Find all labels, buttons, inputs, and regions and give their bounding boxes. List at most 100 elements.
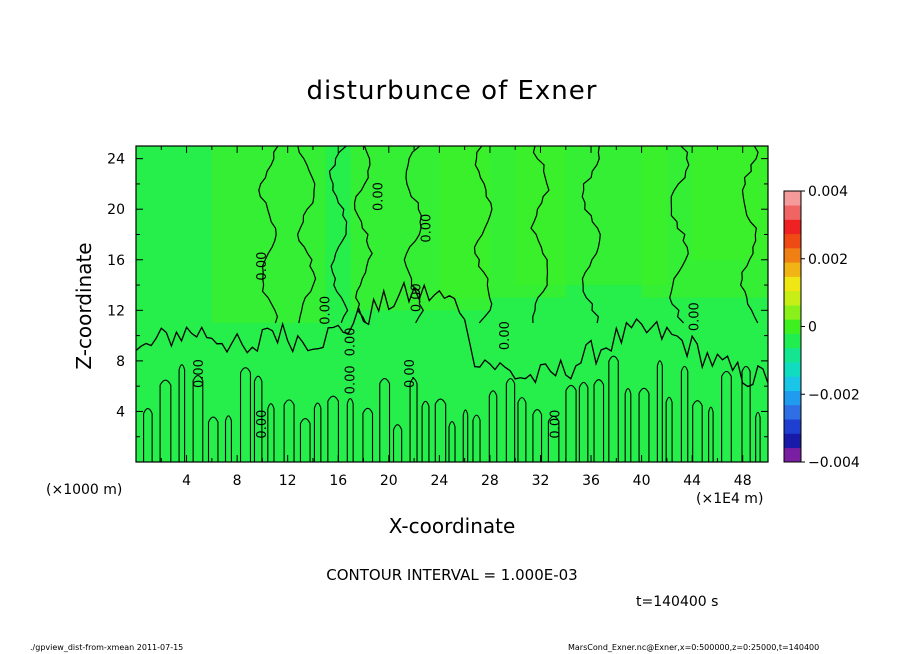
contour-line (505, 378, 516, 462)
contour-line (530, 146, 550, 323)
x-tick-label: 12 (279, 473, 297, 489)
contour-label: 0.00 (255, 252, 270, 281)
colorbar-tick-label: −0.002 (808, 387, 860, 403)
colorbar-segment (784, 362, 801, 377)
contour-line (578, 381, 589, 462)
x-tick-label: 28 (481, 473, 499, 489)
y-axis-unit: (×1000 m) (46, 482, 123, 498)
contour-label: 0.00 (344, 327, 359, 356)
contour-line (656, 360, 663, 462)
contour-line (680, 365, 689, 462)
contour-line (721, 370, 732, 462)
contour-label: 0.00 (420, 214, 435, 243)
contour-label: 0.00 (371, 182, 386, 211)
x-axis: 4 8 12 16 20 24 28 32 36 40 44 48 (160, 146, 752, 489)
colorbar-segment (784, 404, 801, 420)
x-tick-label: 20 (380, 473, 398, 489)
contour-label: 0.00 (192, 359, 207, 388)
contour-line (593, 379, 605, 462)
colorbar-segment (784, 305, 801, 320)
contour-line (638, 387, 650, 462)
x-axis-unit: (×1E4 m) (696, 491, 764, 507)
colorbar-segment (784, 319, 801, 334)
contour-line (346, 398, 354, 462)
colorbar-segment (784, 191, 801, 206)
contour-line (547, 415, 560, 462)
colorbar-segment (784, 205, 801, 220)
contour-line (665, 396, 673, 462)
footer-left: ./gpview_dist-from-xmean 2011-07-15 (30, 643, 184, 652)
y-tick-label: 24 (107, 152, 125, 168)
y-tick-label: 12 (107, 303, 125, 319)
contour-label: 0.00 (318, 296, 333, 325)
contour-line (448, 421, 456, 462)
x-tick-label: 32 (532, 473, 550, 489)
x-tick-label: 48 (734, 473, 752, 489)
contour-line (253, 375, 263, 462)
contour-line (669, 146, 690, 324)
colorbar-segment (784, 219, 801, 235)
y-axis: 4 8 12 16 20 24 (107, 152, 768, 438)
y-tick-label: 16 (107, 253, 125, 269)
contour-label: 0.00 (344, 365, 359, 394)
contour-line (328, 146, 349, 324)
colorbar-tick-label: 0 (808, 320, 817, 336)
contour-line (403, 146, 424, 324)
contour-line (192, 375, 204, 462)
colorbar-segment (784, 262, 801, 277)
contour-line (353, 146, 373, 324)
contour-line (267, 403, 275, 462)
contour-line (421, 400, 430, 462)
colorbar-tick-label: 0.002 (808, 252, 848, 268)
contour-label: 0.00 (548, 410, 563, 439)
x-tick-label: 36 (582, 473, 600, 489)
contour-line (488, 390, 498, 462)
x-tick-label: 40 (633, 473, 651, 489)
colorbar-tick-label: 0.004 (808, 184, 848, 200)
contour-line (362, 407, 374, 462)
contour-line (532, 409, 543, 462)
contour-line (741, 365, 751, 462)
x-tick-label: 24 (430, 473, 448, 489)
contour-line (462, 409, 469, 462)
field-patch (692, 146, 768, 260)
contour-line (283, 399, 295, 462)
y-tick-label: 8 (116, 354, 125, 370)
y-axis-label: Z-coordinate (72, 242, 96, 370)
x-tick-label: 8 (233, 473, 242, 489)
plot-frame (135, 145, 769, 463)
colorbar-segment (784, 433, 801, 449)
contour-line (239, 367, 252, 462)
contour-line (258, 146, 279, 324)
colorbar-segment (784, 290, 801, 306)
contour-label: 0.00 (403, 359, 418, 388)
plot-area: 0.00 0.00 0.00 0.00 0.00 0.00 0.00 0.00 0.00 0.00… (135, 145, 769, 463)
contour-line (472, 414, 481, 462)
colorbar-segment (784, 447, 801, 463)
contour-line (327, 395, 339, 462)
contour-line (692, 400, 703, 462)
chart-title: disturbunce of Exner (306, 76, 598, 106)
contour-line (143, 408, 153, 462)
contour-label: 0.00 (409, 283, 424, 312)
colorbar-segment (784, 276, 801, 292)
contour-line (224, 415, 232, 462)
contour-line (581, 146, 601, 324)
contour-label: 0.00 (498, 321, 513, 350)
contour-line (409, 378, 418, 462)
time-stamp: t=140400 s (636, 594, 719, 610)
contour-line (565, 384, 577, 462)
colorbar-segment (784, 390, 801, 406)
contour-line (379, 378, 391, 462)
colorbar-segment (784, 248, 801, 263)
contour-line (159, 379, 172, 462)
colorbar-tick-label: −0.004 (808, 455, 860, 471)
field-patch (211, 146, 326, 323)
y-tick-label: 4 (116, 404, 125, 420)
contour-line (299, 418, 311, 462)
contour-line (624, 387, 632, 462)
contour-label: 0.00 (687, 302, 702, 331)
contour-line (434, 398, 447, 462)
contour-line (739, 146, 759, 324)
